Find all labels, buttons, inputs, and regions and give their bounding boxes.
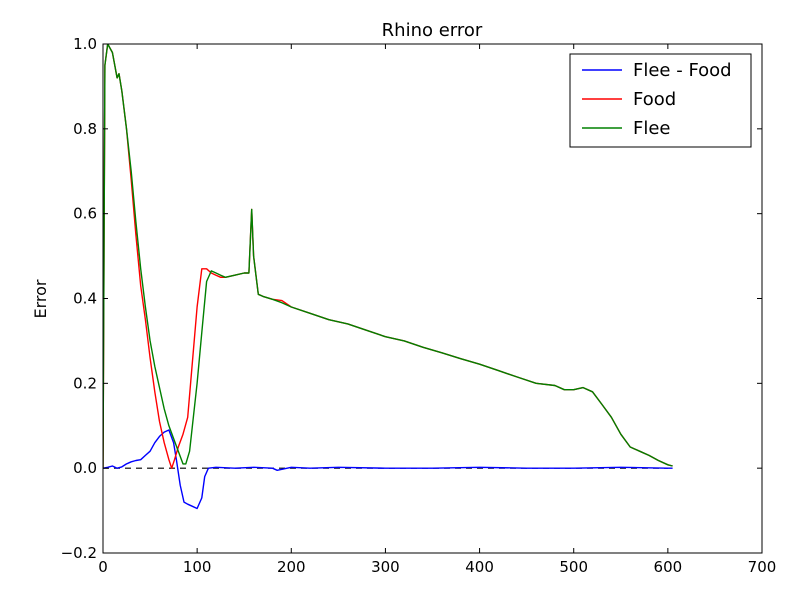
y-tick-label: 1.0 xyxy=(73,35,97,53)
y-tick-label: 0.4 xyxy=(73,290,97,308)
legend-entry-label: Flee - Food xyxy=(633,60,732,81)
series-line-flee-food xyxy=(103,429,673,510)
x-tick-label: 0 xyxy=(98,558,108,576)
x-tick-label: 700 xyxy=(748,558,777,576)
y-tick-label: 0.2 xyxy=(73,374,97,392)
x-tick-label: 300 xyxy=(371,558,400,576)
y-tick-label: −0.2 xyxy=(61,544,97,562)
legend: Flee - Food Food Flee xyxy=(569,53,752,148)
x-tick-label: 100 xyxy=(183,558,212,576)
x-tick-label: 500 xyxy=(559,558,588,576)
x-tick-label: 200 xyxy=(277,558,306,576)
x-tick-label: 400 xyxy=(465,558,494,576)
legend-entry-label: Flee xyxy=(633,118,671,139)
y-axis-label: Error xyxy=(31,279,50,318)
y-tick-label: 0.6 xyxy=(73,205,97,223)
y-tick-label: 0.0 xyxy=(73,459,97,477)
legend-entry-label: Food xyxy=(633,89,676,110)
x-tick-label: 600 xyxy=(654,558,683,576)
plot-area: 0 100 200 300 400 500 600 700 −0.2 0.0 0.2 0.4 0.6 0.… xyxy=(61,35,777,576)
chart-title: Rhino error xyxy=(382,20,483,41)
series-line-flee xyxy=(103,44,673,469)
y-tick-label: 0.8 xyxy=(73,120,97,138)
